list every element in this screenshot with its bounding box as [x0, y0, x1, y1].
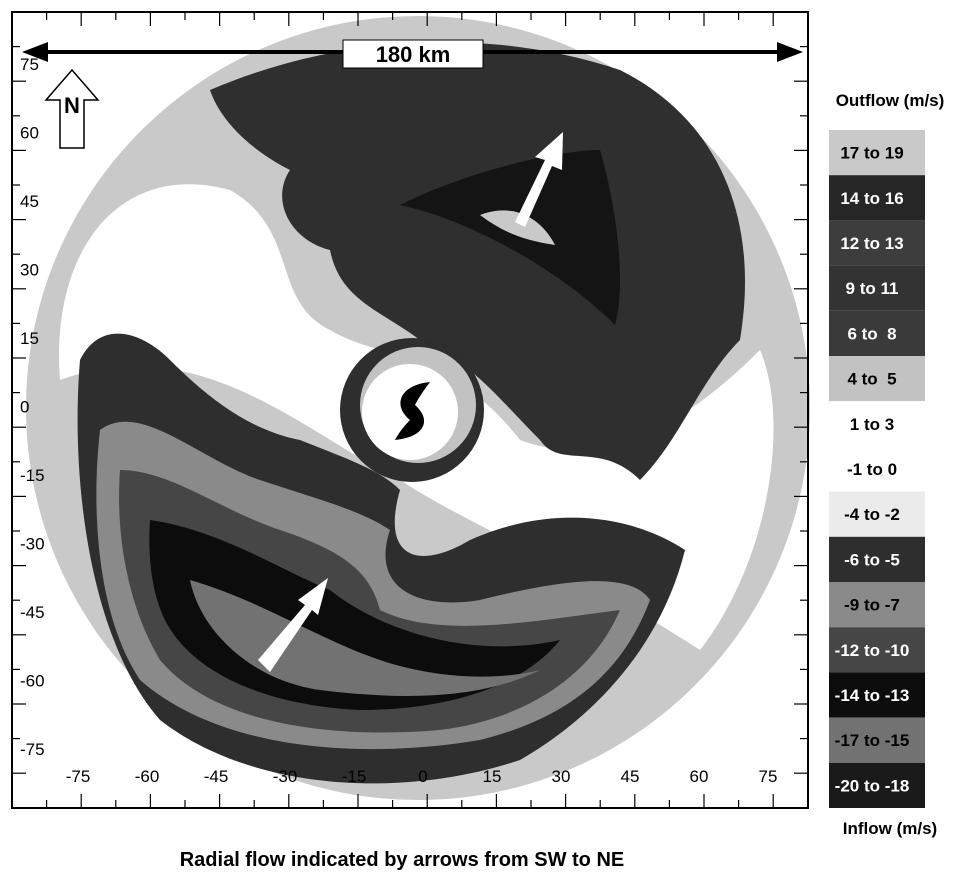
legend-label: -17 to -15: [835, 731, 910, 750]
legend-swatch: [829, 762, 925, 808]
legend-swatch: [829, 717, 925, 763]
legend-label: -20 to -18: [835, 776, 910, 795]
hurricane-symbol: [395, 382, 430, 440]
legend-swatch: [829, 310, 925, 356]
legend-label: -6 to -5: [844, 550, 900, 569]
x-tick-label: -30: [273, 767, 298, 786]
legend-label: -9 to -7: [844, 596, 900, 615]
legend-title: Inflow (m/s): [843, 819, 937, 838]
legend-label: -1 to 0: [847, 460, 897, 479]
y-tick-label: 45: [20, 192, 39, 211]
legend-swatch: [829, 672, 925, 718]
x-tick-label: 75: [759, 767, 778, 786]
y-tick-label: -15: [20, 466, 45, 485]
velocity-field: [26, 16, 810, 800]
y-tick-label: 15: [20, 329, 39, 348]
arrow-sw: [258, 578, 328, 672]
outflow-region: [210, 42, 745, 480]
frame-ticks: [11, 11, 809, 809]
legend-swatch: [829, 582, 925, 628]
legend-swatch: [829, 130, 925, 176]
y-tick-label: -30: [20, 535, 45, 554]
legend-label: 17 to 19: [840, 144, 903, 163]
legend-label: 12 to 13: [840, 234, 903, 253]
legend-label: 4 to 5: [847, 370, 896, 389]
legend-swatch: [829, 175, 925, 221]
y-tick-label: -45: [20, 603, 45, 622]
legend-label: -14 to -13: [835, 686, 910, 705]
legend-swatch: [829, 356, 925, 402]
y-tick-label: 75: [20, 55, 39, 74]
x-tick-label: -45: [204, 767, 229, 786]
x-tick-label: 60: [690, 767, 709, 786]
legend-label: 14 to 16: [840, 189, 903, 208]
legend-label: 6 to 8: [847, 324, 896, 343]
y-tick-label: 60: [20, 124, 39, 143]
legend-swatch: [829, 491, 925, 537]
scale-bar-label: 180 km: [376, 42, 451, 67]
arrow-ne: [515, 132, 563, 227]
legend-swatch: [829, 220, 925, 266]
scale-bar-head: [777, 42, 803, 62]
outflow-core: [400, 150, 620, 325]
legend-title: Outflow (m/s): [836, 91, 945, 110]
legend-swatch: [829, 265, 925, 311]
legend-swatch: [829, 401, 925, 447]
north-label: N: [64, 93, 80, 118]
x-tick-label: 15: [483, 767, 502, 786]
legend-label: 9 to 11: [846, 279, 899, 298]
x-tick-label: -60: [135, 767, 160, 786]
x-tick-label: -75: [66, 767, 91, 786]
y-tick-label: 30: [20, 261, 39, 280]
x-tick-label: 45: [621, 767, 640, 786]
y-tick-label: -75: [20, 740, 45, 759]
plot-frame: [11, 11, 809, 809]
legend-label: -4 to -2: [844, 505, 900, 524]
legend: Outflow (m/s) Inflow (m/s) 17 to 19 14 to…: [829, 91, 944, 838]
legend-label: 1 to 3: [850, 415, 894, 434]
legend-label: -12 to -10: [835, 641, 910, 660]
scale-bar-head: [22, 42, 48, 62]
outflow-patch: [480, 210, 555, 245]
legend-swatch: [829, 446, 925, 492]
legend-swatch: [829, 627, 925, 673]
x-tick-label: 30: [552, 767, 571, 786]
north-arrow: [44, 68, 100, 149]
inflow-inner: [190, 580, 540, 696]
x-tick-label: -15: [342, 767, 367, 786]
scale-bar-box: [342, 39, 484, 69]
y-tick-label: -60: [20, 672, 45, 691]
caption: Radial flow indicated by arrows from SW …: [180, 849, 625, 871]
legend-swatch: [829, 536, 925, 582]
y-tick-label: 0: [20, 398, 29, 417]
x-tick-label: 0: [418, 767, 427, 786]
